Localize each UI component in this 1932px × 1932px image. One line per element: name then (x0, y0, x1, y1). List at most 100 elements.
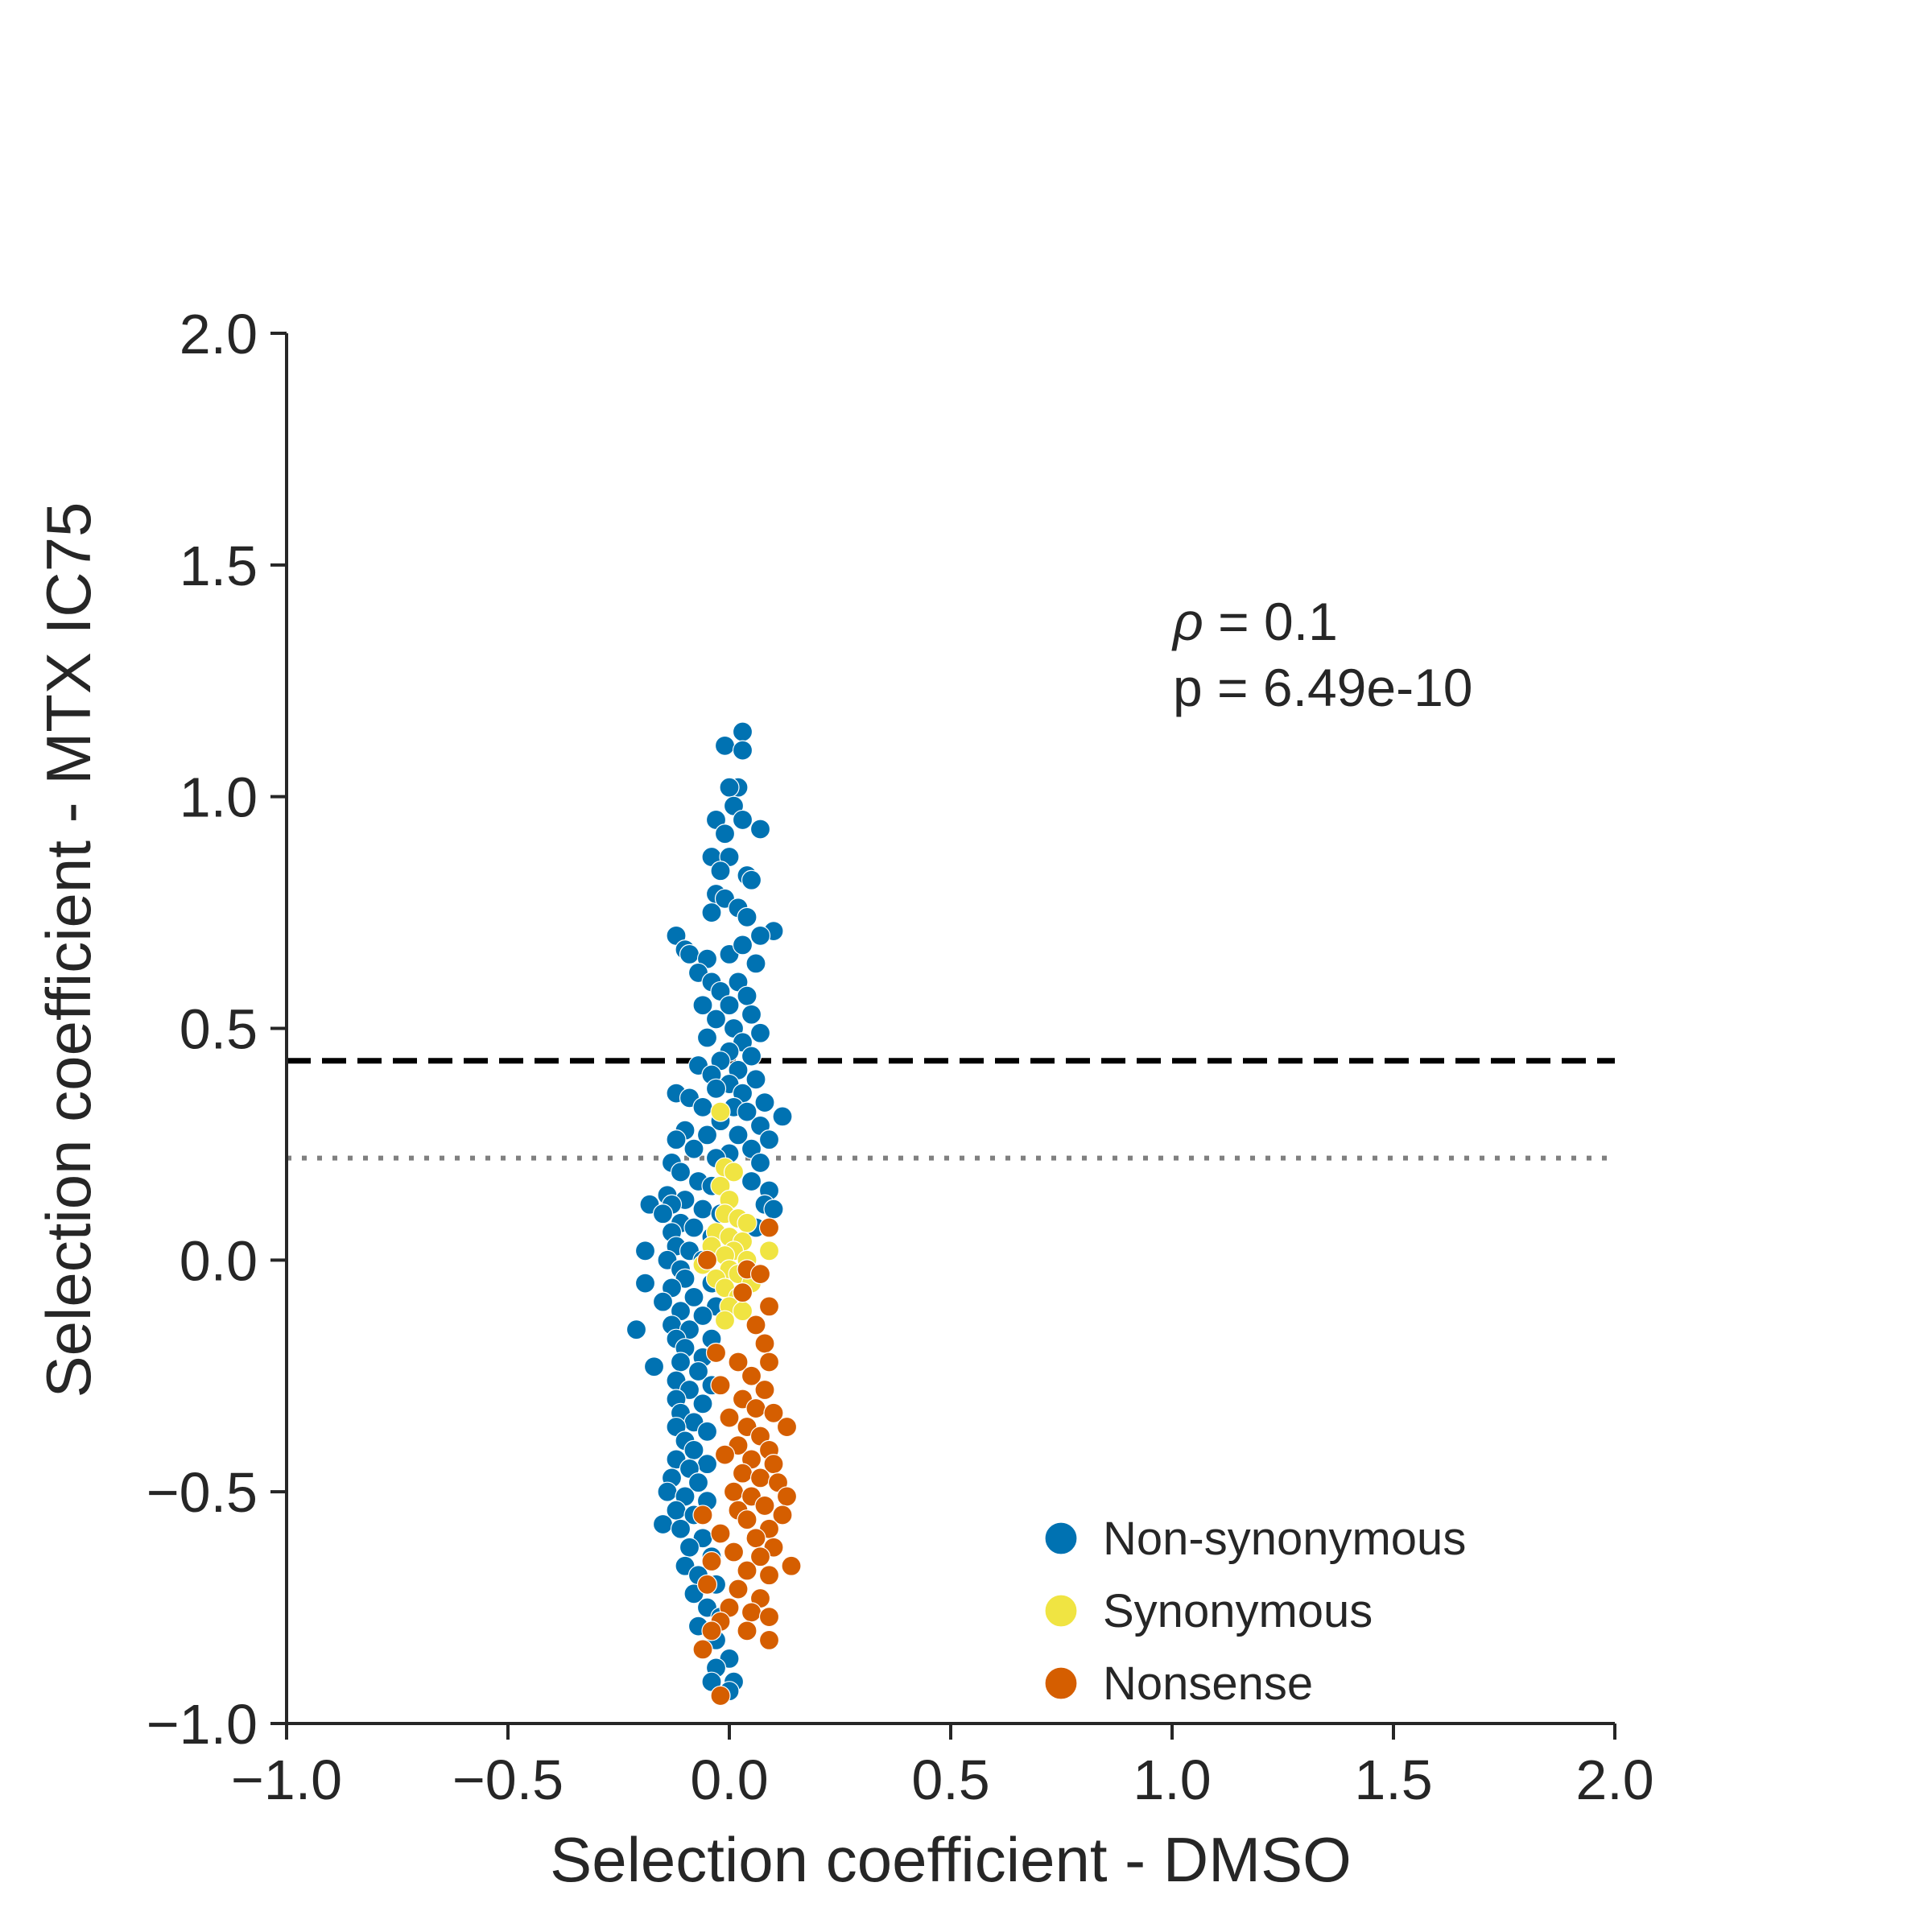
point-nonsense (728, 1352, 749, 1373)
x-tick-label: 1.0 (1133, 1748, 1211, 1811)
point-synonymous (710, 1101, 731, 1122)
point-non-synonymous (745, 953, 766, 974)
point-non-synonymous (732, 935, 753, 956)
point-nonsense (745, 1315, 766, 1335)
point-nonsense (758, 1217, 780, 1238)
point-nonsense (719, 1407, 740, 1428)
legend-label: Synonymous (1103, 1585, 1373, 1637)
point-non-synonymous (634, 1241, 656, 1261)
y-axis-title: Selection coefficient - MTX IC75 (33, 502, 104, 1398)
legend-marker (1044, 1521, 1078, 1555)
point-non-synonymous (719, 995, 740, 1016)
point-non-synonymous (754, 1092, 775, 1113)
point-non-synonymous (714, 824, 736, 844)
y-tick-label: 0.0 (180, 1229, 258, 1292)
point-non-synonymous (732, 740, 753, 761)
legend-marker (1044, 1594, 1078, 1628)
rho-value: = 0.1 (1203, 592, 1338, 651)
y-axis-ticks: −1.0 −0.5 0.0 0.5 1.0 1.5 2.0 (147, 303, 287, 1756)
point-nonsense (710, 1523, 731, 1544)
point-non-synonymous (692, 1305, 713, 1327)
point-nonsense (781, 1555, 802, 1576)
point-non-synonymous (696, 1454, 718, 1475)
point-nonsense (701, 1620, 722, 1641)
point-nonsense (692, 1505, 713, 1525)
point-non-synonymous (696, 1421, 718, 1442)
point-non-synonymous (745, 1069, 766, 1090)
y-tick-label: −0.5 (147, 1461, 258, 1524)
point-nonsense (745, 1397, 766, 1419)
x-tick-label: 0.5 (911, 1748, 989, 1811)
point-nonsense (776, 1416, 798, 1438)
x-axis-title: Selection coefficient - DMSO (550, 1824, 1352, 1895)
y-tick-label: 2.0 (180, 303, 258, 365)
point-non-synonymous (741, 869, 762, 890)
point-nonsense (737, 1509, 758, 1530)
point-non-synonymous (657, 1481, 678, 1502)
point-non-synonymous (692, 1199, 713, 1220)
point-non-synonymous (741, 1004, 762, 1025)
point-nonsense (701, 1550, 722, 1572)
point-synonymous (714, 1310, 736, 1331)
point-nonsense (737, 1620, 758, 1641)
point-non-synonymous (749, 819, 771, 840)
point-non-synonymous (758, 1129, 780, 1150)
point-non-synonymous (737, 985, 758, 1006)
point-nonsense (745, 1528, 766, 1549)
point-non-synonymous (749, 1022, 771, 1043)
y-tick-label: −1.0 (147, 1693, 258, 1756)
point-non-synonymous (683, 1217, 704, 1238)
point-nonsense (692, 1639, 713, 1660)
point-synonymous (737, 1212, 758, 1233)
y-tick-label: 0.5 (180, 998, 258, 1061)
point-non-synonymous (643, 1356, 665, 1377)
point-non-synonymous (625, 1319, 647, 1340)
rho-symbol: ρ (1171, 592, 1203, 651)
point-non-synonymous (763, 1199, 784, 1220)
point-non-synonymous (741, 1170, 762, 1192)
legend-marker (1044, 1666, 1078, 1700)
x-tick-label: −0.5 (452, 1748, 564, 1811)
point-nonsense (749, 1264, 771, 1285)
point-non-synonymous (683, 1138, 704, 1159)
point-nonsense (741, 1365, 762, 1386)
point-nonsense (737, 1560, 758, 1581)
point-nonsense (758, 1629, 780, 1650)
point-non-synonymous (670, 1352, 691, 1373)
point-non-synonymous (692, 1393, 713, 1414)
point-non-synonymous (652, 1203, 674, 1224)
point-nonsense (749, 1546, 771, 1567)
point-non-synonymous (710, 861, 731, 881)
point-non-synonymous (687, 1360, 709, 1382)
point-non-synonymous (741, 1046, 762, 1067)
point-nonsense (776, 1486, 798, 1507)
point-nonsense (705, 1342, 727, 1364)
x-tick-label: −1.0 (231, 1748, 342, 1811)
point-non-synonymous (737, 1101, 758, 1122)
point-non-synonymous (705, 1078, 727, 1099)
legend-label: Non-synonymous (1103, 1513, 1466, 1565)
correlation-annotation: ρ = 0.1 (1171, 592, 1338, 651)
point-non-synonymous (679, 943, 700, 964)
point-non-synonymous (732, 809, 753, 831)
point-non-synonymous (705, 1009, 727, 1030)
point-nonsense (710, 1375, 731, 1396)
point-nonsense (758, 1296, 780, 1317)
point-non-synonymous (737, 906, 758, 927)
point-nonsense (758, 1565, 780, 1586)
legend: Non-synonymous Synonymous Nonsense (1044, 1513, 1466, 1710)
point-nonsense (754, 1333, 775, 1354)
x-tick-label: 1.5 (1354, 1748, 1432, 1811)
point-nonsense (732, 1463, 753, 1484)
point-non-synonymous (670, 1162, 691, 1183)
x-axis-ticks: −1.0 −0.5 0.0 0.5 1.0 1.5 2.0 (231, 1724, 1654, 1811)
point-nonsense (749, 1468, 771, 1488)
point-nonsense (696, 1574, 718, 1595)
point-non-synonymous (683, 1286, 704, 1307)
point-non-synonymous (652, 1513, 674, 1535)
point-nonsense (696, 1249, 718, 1270)
x-tick-label: 2.0 (1575, 1748, 1653, 1811)
point-non-synonymous (728, 1125, 749, 1146)
p-value-annotation: p = 6.49e-10 (1173, 658, 1472, 717)
